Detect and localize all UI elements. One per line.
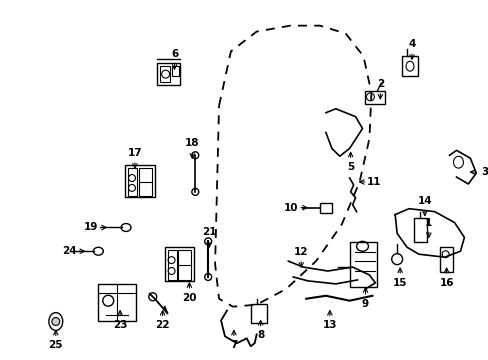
Bar bbox=[98, 284, 136, 321]
Bar bbox=[365, 91, 385, 104]
Text: 1: 1 bbox=[425, 217, 431, 228]
Bar bbox=[401, 56, 417, 76]
Text: 7: 7 bbox=[230, 340, 237, 350]
Bar bbox=[128, 168, 137, 196]
Bar bbox=[171, 66, 179, 76]
Bar bbox=[319, 203, 331, 213]
Text: 20: 20 bbox=[182, 293, 196, 303]
Bar bbox=[157, 63, 180, 85]
Text: 11: 11 bbox=[366, 177, 381, 187]
Text: 15: 15 bbox=[392, 278, 407, 288]
Bar bbox=[167, 250, 176, 280]
Text: 12: 12 bbox=[293, 247, 308, 257]
Text: 5: 5 bbox=[346, 162, 353, 172]
Bar bbox=[164, 247, 194, 281]
Text: 10: 10 bbox=[284, 203, 298, 213]
Text: 8: 8 bbox=[257, 330, 264, 340]
Text: 24: 24 bbox=[62, 246, 77, 256]
Bar bbox=[160, 66, 169, 82]
Bar bbox=[413, 217, 426, 242]
Text: 19: 19 bbox=[84, 222, 99, 233]
Text: 25: 25 bbox=[48, 340, 63, 350]
Text: 17: 17 bbox=[127, 148, 142, 158]
Text: 6: 6 bbox=[171, 49, 178, 59]
Text: 22: 22 bbox=[155, 320, 169, 330]
Text: 4: 4 bbox=[407, 40, 415, 49]
Text: 14: 14 bbox=[417, 196, 431, 206]
Circle shape bbox=[52, 318, 60, 325]
Bar bbox=[178, 250, 191, 280]
Bar bbox=[250, 304, 266, 324]
Text: 13: 13 bbox=[322, 320, 336, 330]
Bar bbox=[349, 242, 377, 287]
Text: 2: 2 bbox=[376, 79, 383, 89]
Text: 16: 16 bbox=[439, 278, 453, 288]
Bar bbox=[439, 247, 451, 272]
Text: 18: 18 bbox=[185, 138, 199, 148]
Text: 23: 23 bbox=[113, 320, 127, 330]
Bar bbox=[125, 165, 154, 197]
Bar bbox=[139, 168, 151, 196]
Text: 21: 21 bbox=[202, 228, 216, 238]
Text: 9: 9 bbox=[361, 299, 368, 309]
Text: 3: 3 bbox=[481, 167, 488, 177]
